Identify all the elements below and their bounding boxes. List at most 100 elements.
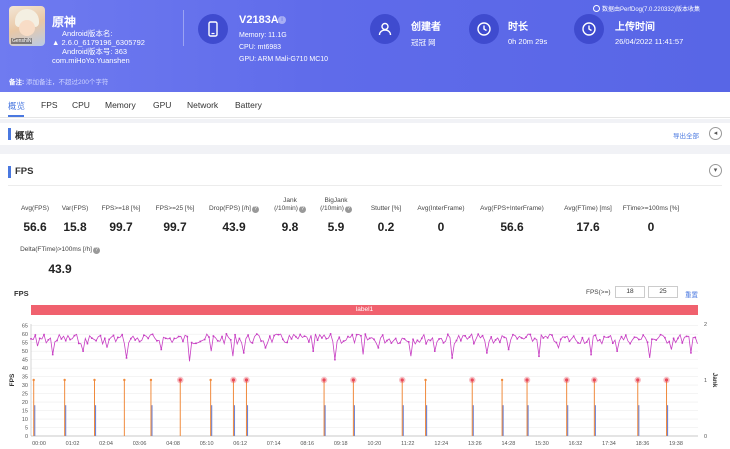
fps-point bbox=[47, 339, 50, 341]
fps-point bbox=[51, 353, 54, 356]
tab-cpu[interactable]: CPU bbox=[72, 100, 90, 110]
report-header: GenshiN 原神 Android版本名: ▲ 2.6.0_6179196_6… bbox=[0, 0, 730, 92]
fps-point bbox=[564, 336, 566, 339]
help-icon[interactable]: ? bbox=[92, 247, 100, 254]
fps-point bbox=[334, 358, 336, 361]
y-tick-label: 45 bbox=[22, 358, 28, 364]
fps-point bbox=[438, 338, 440, 340]
fps-point bbox=[447, 333, 449, 336]
fps-point bbox=[60, 338, 63, 340]
device-cpu: CPU: mt6983 bbox=[239, 44, 282, 51]
export-all-link[interactable]: 导出全部 bbox=[673, 133, 699, 140]
fps-point bbox=[156, 339, 158, 342]
fps-point bbox=[242, 352, 245, 354]
fps-point bbox=[342, 340, 345, 342]
metric-value: 5.9 bbox=[327, 220, 345, 234]
fps-point bbox=[512, 333, 514, 336]
label-band[interactable]: label1 bbox=[31, 305, 698, 315]
fps-max-input[interactable]: 25 bbox=[648, 286, 678, 298]
app-icon-label: GenshiN bbox=[11, 38, 33, 44]
fps-point bbox=[559, 338, 562, 341]
metric-label: FPS>=25 [%] bbox=[120, 205, 230, 213]
bigjank-point bbox=[565, 378, 569, 382]
fps-point bbox=[416, 339, 419, 342]
fps-min-input[interactable]: 18 bbox=[615, 286, 645, 298]
fps-point bbox=[655, 339, 658, 341]
creator-title: 创建者 bbox=[411, 22, 441, 33]
reset-link[interactable]: 重置 bbox=[685, 292, 698, 299]
section-gap bbox=[0, 119, 730, 123]
fps-point bbox=[381, 334, 384, 336]
collapse-left-button[interactable]: ◂ bbox=[709, 127, 722, 140]
fps-point bbox=[77, 342, 80, 345]
tab-memory[interactable]: Memory bbox=[105, 100, 136, 110]
fps-point bbox=[546, 337, 549, 339]
fps-point bbox=[585, 341, 588, 343]
fps-point bbox=[611, 342, 614, 345]
fps-point bbox=[299, 333, 301, 336]
fps-point bbox=[117, 336, 119, 339]
fps-point bbox=[69, 338, 71, 341]
tab-overview[interactable]: 概览 bbox=[8, 101, 26, 111]
fps-point bbox=[173, 337, 176, 340]
fps-point bbox=[529, 333, 532, 336]
fps-point bbox=[203, 338, 206, 341]
fps-point bbox=[607, 336, 610, 338]
fps-point bbox=[355, 333, 358, 336]
collapse-down-button[interactable]: ▾ bbox=[709, 164, 722, 177]
upload-value: 26/04/2022 11:41:57 bbox=[615, 37, 684, 46]
fps-point bbox=[690, 352, 692, 354]
fps-point bbox=[229, 339, 232, 341]
fps-point bbox=[473, 342, 475, 345]
x-tick-label: 01:02 bbox=[66, 441, 80, 447]
fps-point bbox=[520, 337, 523, 339]
fps-point bbox=[147, 337, 150, 340]
x-tick-label: 15:30 bbox=[535, 441, 549, 447]
remark-placeholder[interactable]: 添加备注，不超过200个字符 bbox=[25, 79, 109, 86]
fps-point bbox=[403, 338, 406, 340]
x-tick-label: 12:24 bbox=[434, 441, 448, 447]
fps-point bbox=[56, 339, 58, 342]
tab-network[interactable]: Network bbox=[187, 100, 219, 110]
fps-point bbox=[477, 333, 479, 336]
fps-chart[interactable]: 0 5 10 15 20 25 30 35 40 45 50 55 60 65 0 1 2 FPS Jank 00:0… bbox=[0, 316, 730, 449]
fps-point bbox=[429, 339, 432, 342]
help-icon[interactable]: ? bbox=[298, 206, 306, 213]
fps-point bbox=[672, 337, 675, 340]
bigjank-point bbox=[525, 378, 529, 382]
fps-point bbox=[238, 337, 241, 340]
fps-point bbox=[394, 337, 397, 340]
fps-point bbox=[486, 352, 488, 354]
metric-label-text: Avg(FTime) [ms] bbox=[564, 205, 612, 212]
remark-field[interactable]: 备注: 添加备注，不超过200个字符 bbox=[9, 76, 108, 86]
fps-point bbox=[594, 334, 597, 337]
x-tick-label: 14:28 bbox=[501, 441, 515, 447]
bigjank-point bbox=[178, 378, 182, 382]
fps-point bbox=[577, 342, 579, 344]
fps-point bbox=[295, 335, 297, 338]
fps-point bbox=[460, 339, 462, 342]
tab-fps[interactable]: FPS bbox=[41, 100, 58, 110]
y-tick-label: 40 bbox=[22, 366, 28, 372]
x-tick-label: 04:08 bbox=[166, 441, 180, 447]
fps-point bbox=[373, 338, 375, 341]
jank-point bbox=[500, 378, 504, 382]
fps-point bbox=[620, 335, 623, 338]
metric-value: 99.7 bbox=[163, 220, 187, 234]
help-icon[interactable]: ? bbox=[344, 206, 352, 213]
metric-value: 0 bbox=[437, 220, 445, 234]
fps-point bbox=[347, 335, 349, 338]
info-icon[interactable]: i bbox=[278, 16, 286, 24]
metric-label-text: Avg(FPS+InterFrame) bbox=[480, 205, 544, 212]
fps-point bbox=[164, 337, 167, 340]
tab-gpu[interactable]: GPU bbox=[153, 100, 172, 110]
metric-label-text: FPS>=18 [%] bbox=[101, 205, 141, 212]
metric-label: Avg(FPS+InterFrame) bbox=[457, 205, 567, 213]
metric-label-text: BigJank (/10min) bbox=[320, 197, 348, 212]
device-name: V2183A bbox=[239, 14, 279, 26]
fps-point bbox=[90, 337, 93, 339]
jank-point bbox=[93, 378, 96, 382]
help-icon[interactable]: ? bbox=[251, 206, 259, 213]
tab-battery[interactable]: Battery bbox=[235, 100, 262, 110]
metric-value: 43.9 bbox=[222, 220, 246, 234]
